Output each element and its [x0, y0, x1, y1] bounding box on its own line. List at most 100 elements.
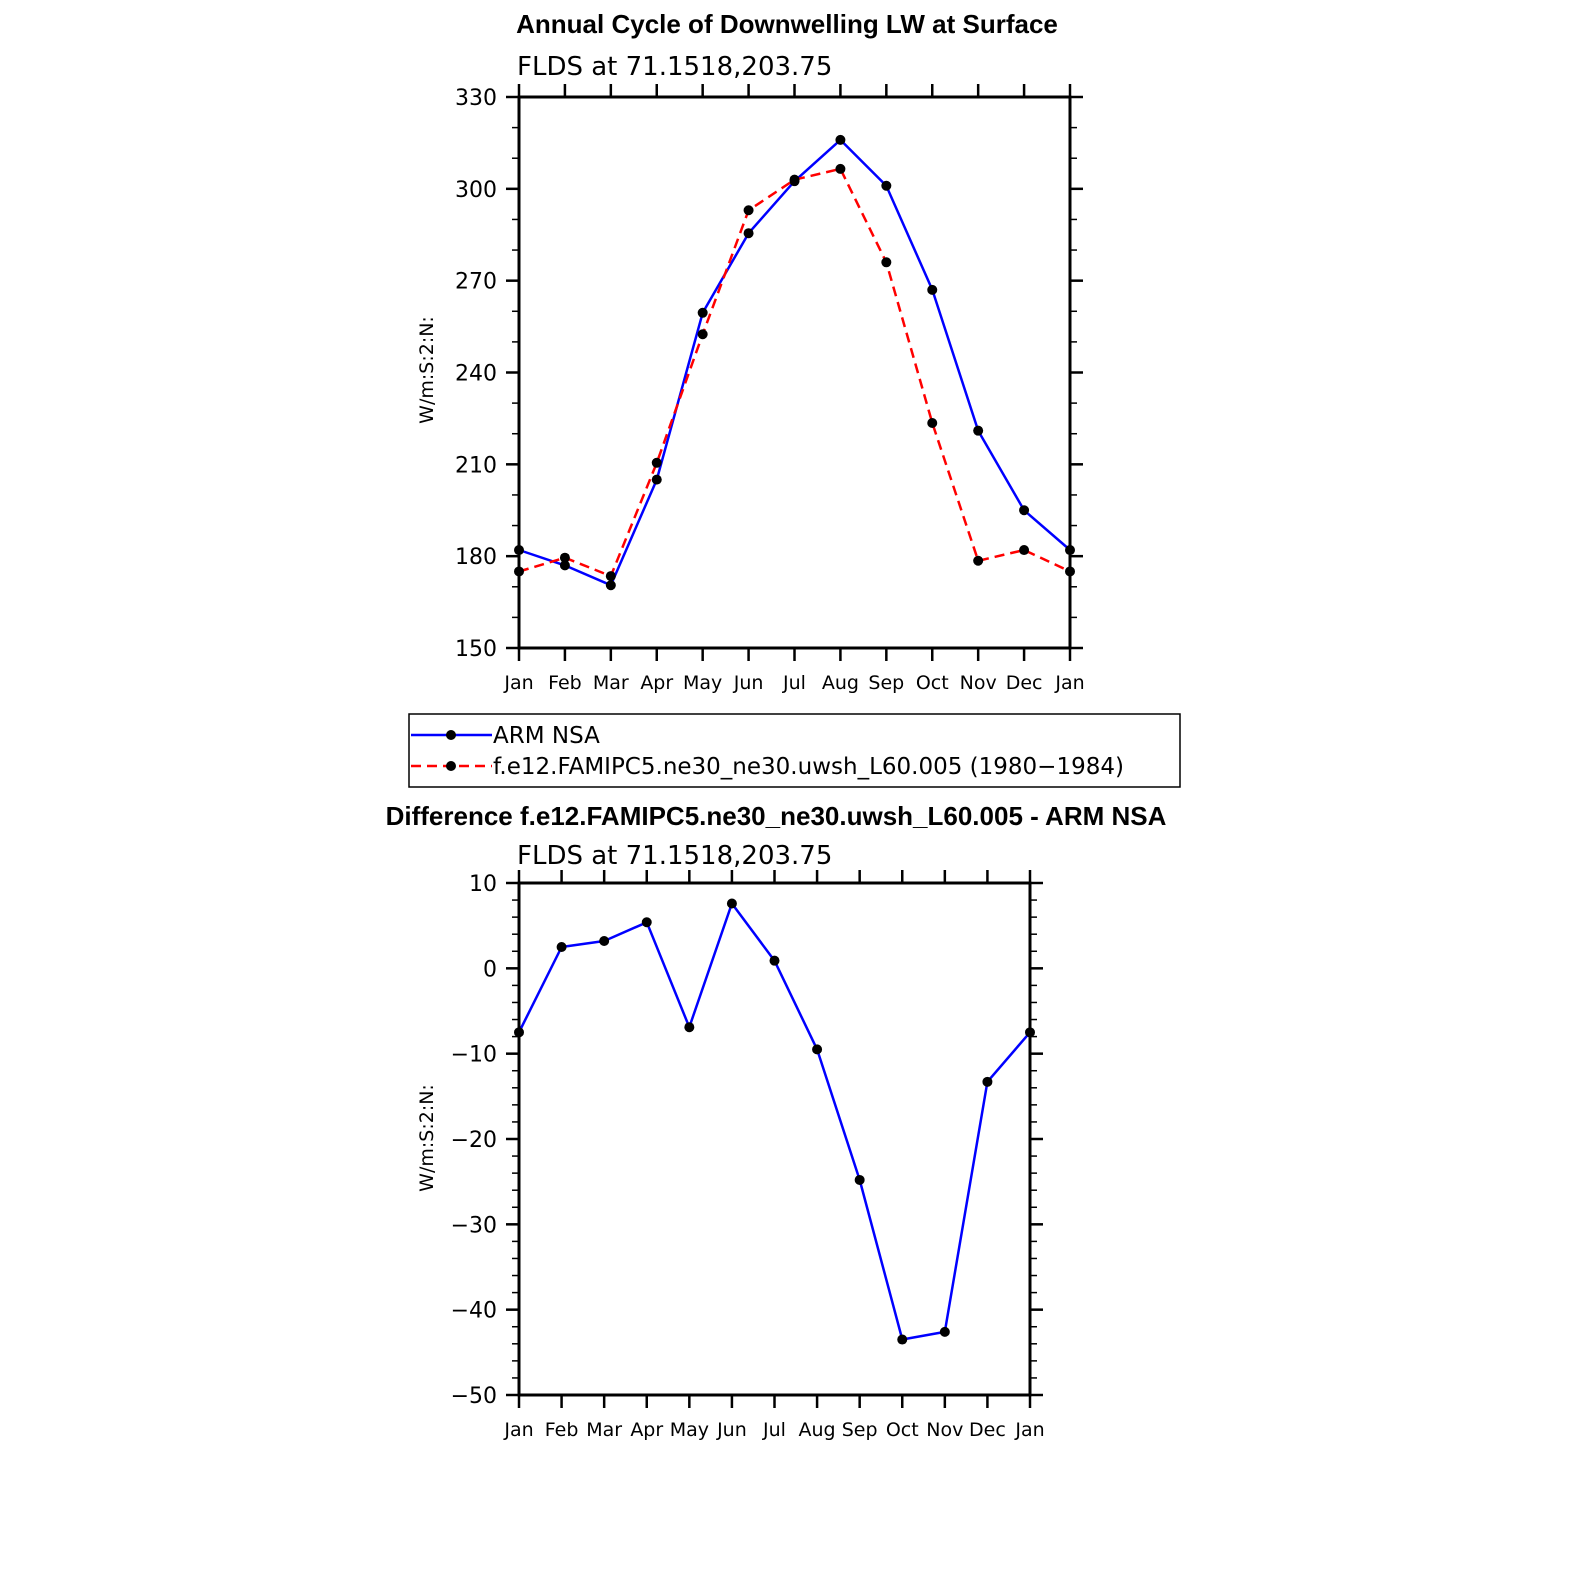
- data-point-arm-nsa: [743, 228, 754, 239]
- y-tick-label: 240: [455, 362, 497, 387]
- tick-marks: [506, 870, 1043, 1408]
- data-point-difference: [556, 942, 567, 952]
- x-tick-label: Aug: [799, 1419, 836, 1441]
- y-tick-labels: 150 180 210 240 270 300 330: [455, 86, 497, 662]
- data-point-arm-nsa: [1019, 505, 1030, 516]
- y-axis-label: W/m:S:2:N:: [416, 316, 438, 424]
- legend-item-model: f.e12.FAMIPC5.ne30_ne30.uwsh_L60.005 (19…: [411, 754, 1124, 780]
- data-point-f-e12-famipc5-ne30-ne30-: [559, 552, 570, 563]
- y-axis-label: W/m:S:2:N:: [416, 1084, 438, 1192]
- legend-item-arm-nsa: ARM NSA: [411, 723, 600, 749]
- data-point-arm-nsa: [605, 580, 616, 591]
- x-tick-label: Jul: [762, 1419, 786, 1441]
- x-tick-label: Jan: [503, 672, 533, 694]
- data-point-arm-nsa: [835, 134, 846, 145]
- x-tick-label: Apr: [640, 672, 673, 694]
- chart-annual-cycle: Annual Cycle of Downwelling LW at Surfac…: [416, 9, 1085, 694]
- data-point-f-e12-famipc5-ne30-ne30-: [881, 257, 892, 268]
- x-tick-label: Apr: [630, 1419, 663, 1441]
- x-tick-label: Jan: [503, 1419, 533, 1441]
- x-tick-label: Aug: [822, 672, 859, 694]
- y-tick-label: 270: [455, 270, 497, 295]
- y-tick-label: 180: [455, 545, 497, 570]
- data-point-arm-nsa: [927, 284, 938, 295]
- x-tick-label: Mar: [593, 672, 629, 694]
- y-tick-labels: −50 −40 −30 −20 −10 0 10: [451, 872, 497, 1409]
- x-tick-label: Jan: [1054, 672, 1084, 694]
- chart-difference: Difference f.e12.FAMIPC5.ne30_ne30.uwsh_…: [386, 801, 1167, 1441]
- x-tick-label: Jan: [1014, 1419, 1044, 1441]
- series-line-f-e12-famipc5-ne30-ne30-: [518, 167, 1071, 578]
- y-tick-label: 330: [455, 86, 497, 111]
- plot-frame: [517, 881, 1032, 1397]
- chart-subtitle: FLDS at 71.1518,203.75: [517, 841, 832, 871]
- x-tick-label: Oct: [916, 672, 949, 694]
- data-point-f-e12-famipc5-ne30-ne30-: [789, 174, 800, 185]
- data-point-difference: [982, 1076, 993, 1087]
- chart-title: Annual Cycle of Downwelling LW at Surfac…: [516, 9, 1058, 39]
- x-tick-labels: Jan Feb Mar Apr May Jun Jul Aug Sep Oct Nov Dec Jan: [503, 1419, 1044, 1441]
- data-point-difference: [939, 1326, 950, 1337]
- legend-marker-model: [446, 761, 456, 771]
- data-point-difference: [769, 955, 780, 966]
- data-point-f-e12-famipc5-ne30-ne30-: [651, 457, 662, 468]
- data-point-difference: [897, 1334, 908, 1345]
- data-point-difference: [812, 1044, 823, 1055]
- y-tick-label: 150: [455, 637, 497, 662]
- x-tick-label: Mar: [586, 1419, 622, 1441]
- x-tick-label: May: [683, 672, 722, 694]
- tick-marks: [506, 84, 1083, 661]
- data-point-f-e12-famipc5-ne30-ne30-: [973, 555, 984, 566]
- series-line-difference: [517, 902, 1031, 1341]
- y-tick-label: −20: [451, 1128, 497, 1153]
- data-point-f-e12-famipc5-ne30-ne30-: [605, 571, 616, 582]
- data-point-difference: [684, 1022, 695, 1033]
- x-tick-label: Dec: [969, 1419, 1006, 1441]
- x-tick-label: Nov: [960, 672, 997, 694]
- legend-label-model: f.e12.FAMIPC5.ne30_ne30.uwsh_L60.005 (19…: [493, 754, 1124, 780]
- x-tick-label: Feb: [545, 1419, 579, 1441]
- data-point-arm-nsa: [973, 425, 984, 436]
- x-tick-label: Dec: [1006, 672, 1043, 694]
- legend-marker-arm-nsa: [446, 730, 456, 740]
- x-tick-label: Sep: [842, 1419, 878, 1441]
- data-point-arm-nsa: [559, 560, 570, 571]
- data-point-arm-nsa: [881, 180, 892, 191]
- legend-box: [408, 713, 1181, 788]
- x-tick-label: Sep: [868, 672, 904, 694]
- legend-label-arm-nsa: ARM NSA: [493, 723, 600, 749]
- series-line-arm-nsa: [518, 138, 1071, 587]
- legend: ARM NSA f.e12.FAMIPC5.ne30_ne30.uwsh_L60…: [408, 713, 1181, 788]
- series-layer: [514, 134, 1075, 591]
- x-tick-label: Jun: [716, 1419, 747, 1441]
- x-tick-label: Jun: [733, 672, 764, 694]
- y-tick-label: −50: [451, 1384, 497, 1409]
- series-layer: [514, 898, 1035, 1345]
- y-tick-label: 10: [469, 872, 497, 897]
- chart-title: Difference f.e12.FAMIPC5.ne30_ne30.uwsh_…: [386, 801, 1167, 831]
- x-tick-label: Oct: [886, 1419, 919, 1441]
- data-point-f-e12-famipc5-ne30-ne30-: [697, 329, 708, 340]
- data-point-difference: [641, 917, 652, 928]
- x-tick-labels: Jan Feb Mar Apr May Jun Jul Aug Sep Oct Nov Dec Jan: [503, 672, 1084, 694]
- x-tick-label: May: [670, 1419, 709, 1441]
- y-tick-label: −30: [451, 1213, 497, 1238]
- y-tick-label: 300: [455, 178, 497, 203]
- y-tick-label: −40: [451, 1299, 497, 1324]
- data-point-f-e12-famipc5-ne30-ne30-: [743, 205, 754, 216]
- plot-frame: [517, 95, 1072, 650]
- y-tick-label: 0: [483, 957, 497, 982]
- y-tick-label: 210: [455, 453, 497, 478]
- chart-subtitle: FLDS at 71.1518,203.75: [517, 52, 832, 82]
- data-point-difference: [726, 898, 737, 909]
- data-point-f-e12-famipc5-ne30-ne30-: [1019, 545, 1030, 556]
- data-point-arm-nsa: [651, 474, 662, 485]
- data-point-f-e12-famipc5-ne30-ne30-: [927, 418, 938, 429]
- x-tick-label: Feb: [548, 672, 582, 694]
- data-point-difference: [599, 936, 610, 947]
- x-tick-label: Nov: [926, 1419, 963, 1441]
- data-point-difference: [854, 1174, 865, 1185]
- x-tick-label: Jul: [782, 672, 806, 694]
- data-point-f-e12-famipc5-ne30-ne30-: [835, 163, 846, 174]
